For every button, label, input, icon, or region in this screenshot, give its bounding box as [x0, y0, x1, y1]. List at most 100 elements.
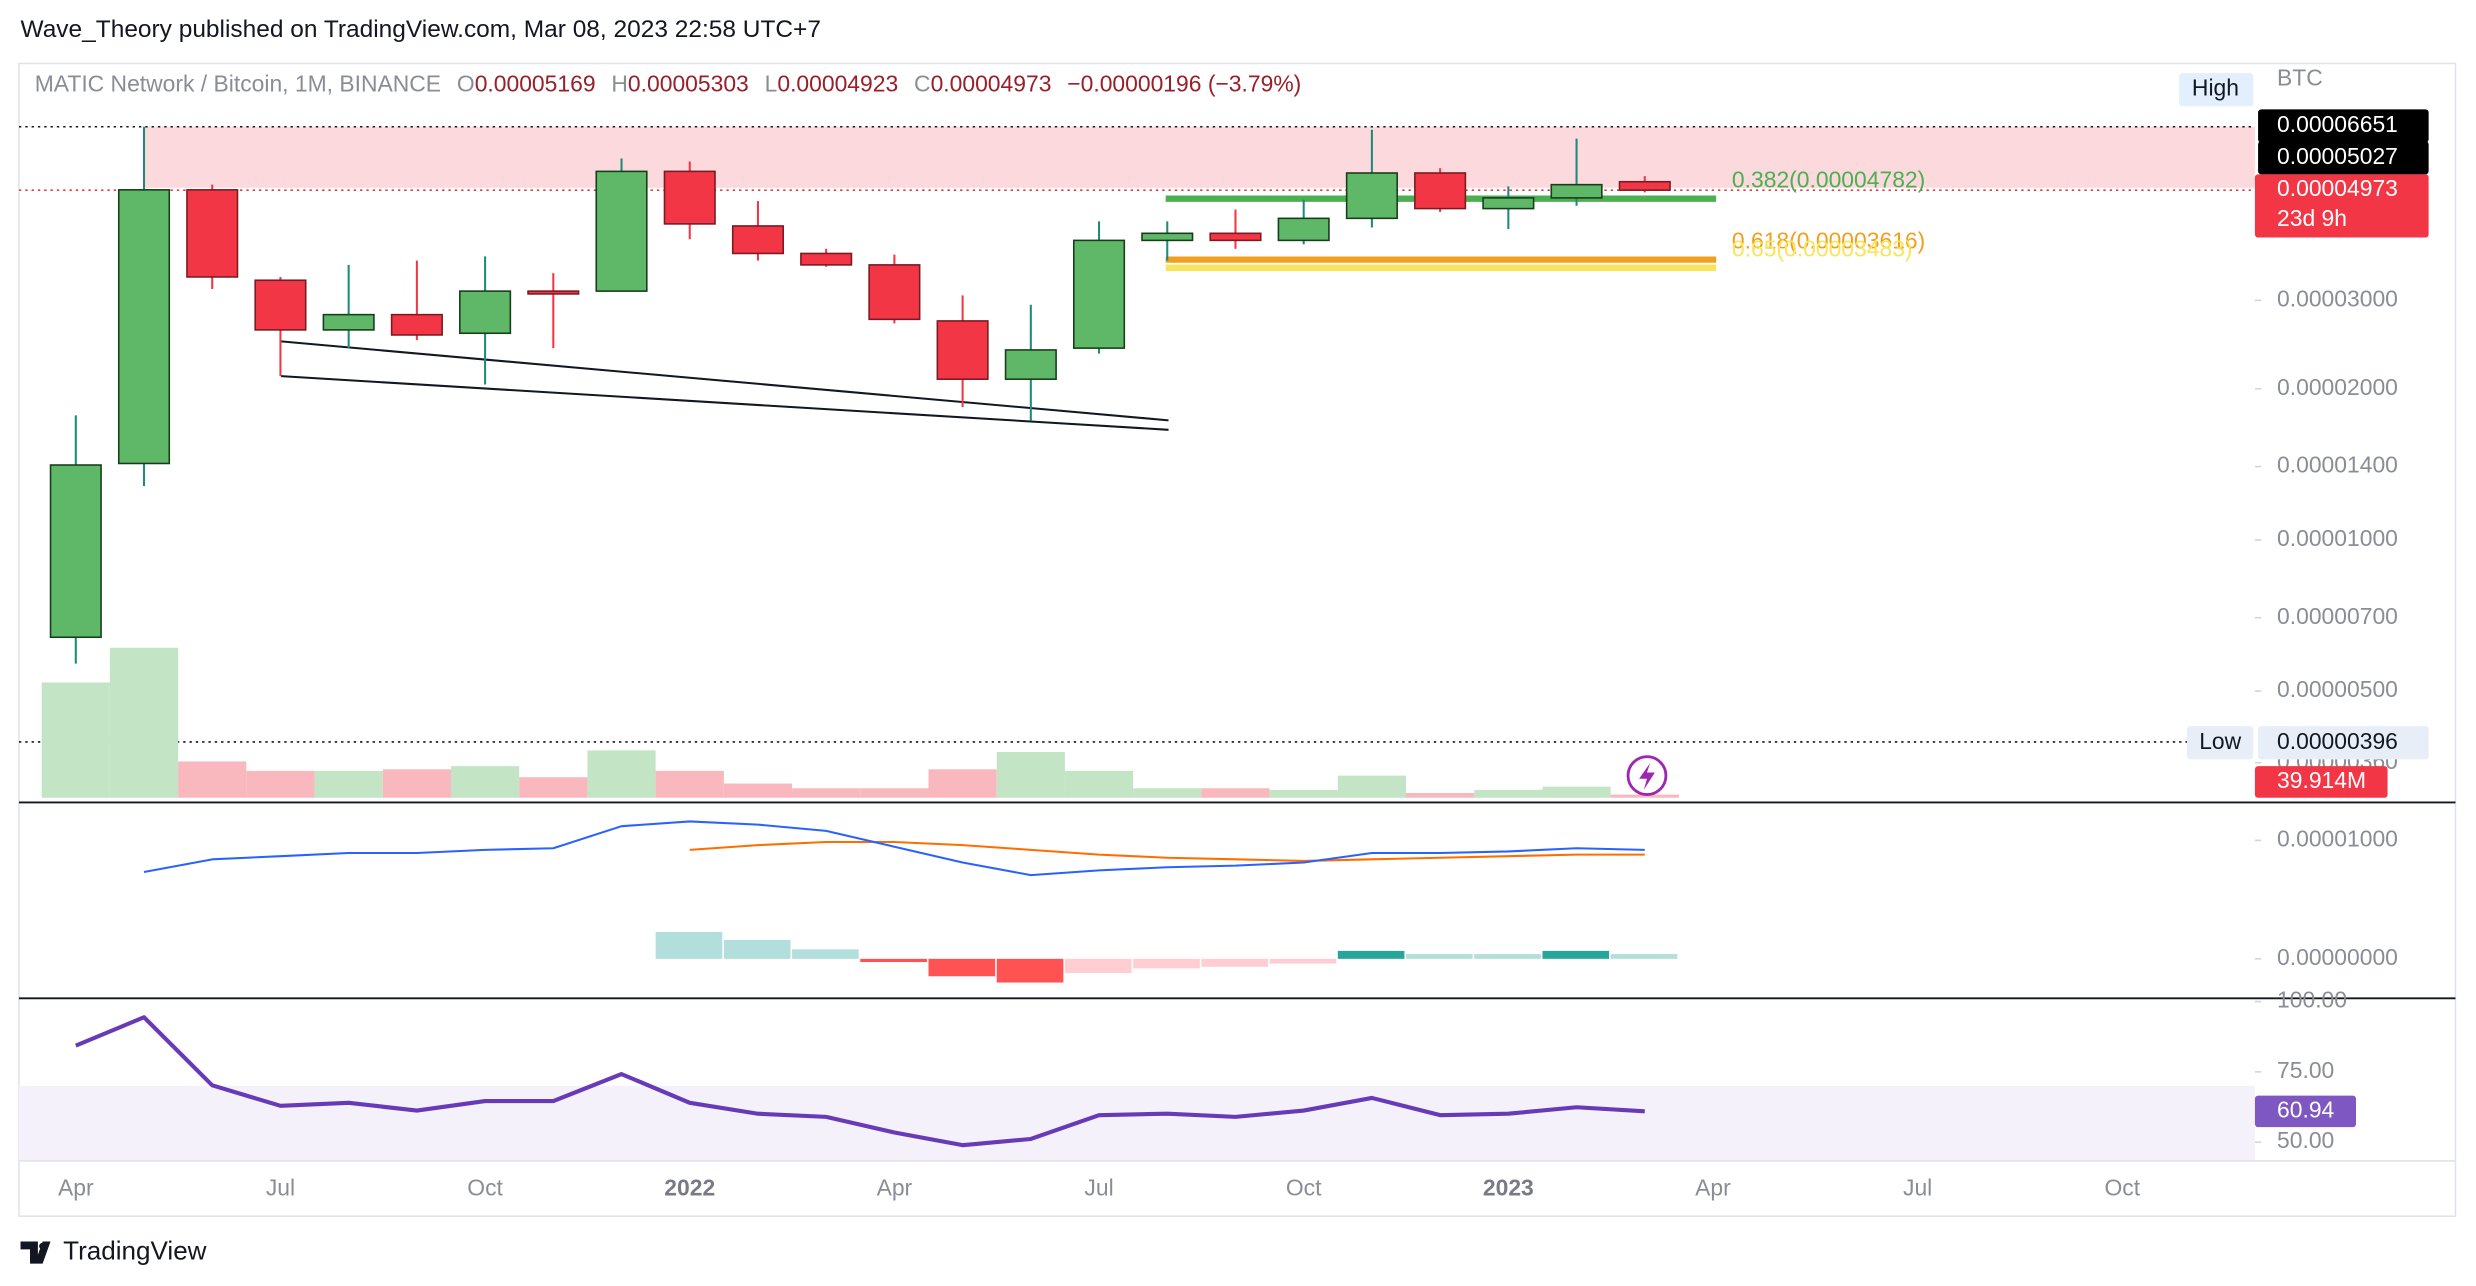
candle-body — [49, 464, 102, 639]
alert-icon-bolt[interactable] — [1639, 763, 1655, 790]
candle-body — [1482, 197, 1535, 210]
macd-histogram-bar — [1337, 950, 1405, 959]
legend-c-label: C — [914, 71, 931, 97]
volume-bar — [1133, 788, 1202, 798]
volume-bar — [723, 783, 793, 798]
candle-body — [663, 170, 716, 225]
panes: 0.382(0.00004782) 0.618(0.00003616)0.65(0… — [18, 125, 2255, 1161]
low-price-box — [2258, 726, 2429, 760]
high-price: 0.00006651 — [2277, 111, 2398, 137]
x-tick-label: Jul — [266, 1174, 295, 1200]
background-layer — [18, 125, 2255, 1161]
macd-histogram-bar — [723, 939, 791, 959]
macd-histogram-bar — [860, 958, 927, 963]
legend-l-label: L — [765, 71, 778, 97]
volume-bar — [1269, 789, 1338, 798]
byline: Wave_Theory published on TradingView.com… — [21, 16, 821, 43]
x-tick-label: Oct — [1286, 1174, 1322, 1200]
zone-price: 0.00005027 — [2277, 143, 2398, 169]
x-tick-label: 2022 — [664, 1174, 715, 1200]
volume-bar — [860, 788, 929, 798]
volume-bar — [1542, 786, 1611, 798]
macd-histogram-bar — [1269, 958, 1337, 964]
x-tick-label: Apr — [1695, 1174, 1731, 1200]
macd-histogram-bar — [655, 931, 723, 959]
zone-price-box — [2258, 141, 2429, 175]
legend-open: 0.00005169 — [475, 71, 596, 97]
brand-logo-dot[interactable] — [39, 1242, 47, 1250]
y-tick-label: 75.00 — [2277, 1057, 2334, 1083]
brand[interactable]: TradingView — [20, 1235, 207, 1265]
macd-line — [143, 820, 1645, 877]
volume-bar — [655, 770, 724, 798]
low-price: 0.00000396 — [2277, 728, 2398, 754]
legend-h-label: H — [611, 71, 628, 97]
macd-histogram-bar — [928, 958, 996, 977]
volume-bar — [109, 647, 179, 798]
legend: MATIC Network / Bitcoin, 1M, BINANCE O0.… — [35, 71, 1302, 97]
candle-body — [1072, 239, 1126, 349]
volume-bar — [450, 766, 520, 798]
candle-body — [1345, 172, 1398, 220]
volume-bar — [587, 750, 656, 798]
trend-line — [280, 340, 1169, 422]
volume-bar — [1337, 775, 1407, 798]
fib-label: 0.65(0.00003483) — [1732, 235, 1913, 261]
drawings — [280, 340, 1169, 431]
y-tick-label: 0.00000000 — [2277, 944, 2398, 970]
alert-icon[interactable] — [1626, 755, 1668, 797]
y-tick-label: 0.00002000 — [2277, 374, 2398, 400]
volume-bar — [1201, 788, 1270, 798]
low-tag-box — [2187, 726, 2254, 760]
fib-label: 0.618(0.00003616) — [1732, 227, 1925, 253]
high-price-box — [2258, 109, 2429, 143]
candle-body — [731, 225, 785, 255]
chart-frame — [18, 62, 2457, 1217]
candle-body — [322, 313, 375, 331]
y-tick-label: 0.00003000 — [2277, 285, 2398, 311]
macd-histogram-bar — [996, 958, 1064, 983]
brand-name[interactable]: TradingView — [63, 1235, 207, 1265]
macd-histogram-bar — [1133, 958, 1200, 969]
candle-body — [936, 320, 989, 380]
volume-value: 39.914M — [2277, 767, 2366, 793]
macd-histogram-bar — [1542, 950, 1610, 959]
y-tick-label: 0.00000500 — [2277, 676, 2398, 702]
x-tick-label: Apr — [877, 1174, 913, 1200]
y-tick-label: 0.00001400 — [2277, 452, 2398, 478]
volume-bar — [996, 751, 1065, 798]
macd-histogram-bar — [1474, 954, 1541, 959]
candle-body — [1550, 183, 1603, 199]
candle-body — [1618, 180, 1671, 191]
legend-change: −0.00000196 (−3.79%) — [1067, 71, 1301, 97]
volume-layer — [41, 647, 1679, 798]
y-tick-label: 0.00001000 — [2277, 825, 2398, 851]
volume-bar — [1064, 770, 1134, 798]
volume-bar — [792, 788, 861, 798]
volume-bar — [928, 769, 997, 798]
legend-symbol: MATIC Network / Bitcoin, 1M, BINANCE — [35, 71, 441, 97]
candle-body — [1209, 232, 1262, 242]
candle-body — [117, 189, 171, 465]
x-tick-label: Jul — [1084, 1174, 1113, 1200]
legend-low: 0.00004923 — [777, 71, 898, 97]
candle-body — [459, 290, 512, 335]
candle-body — [1004, 349, 1057, 380]
last-price: 0.00004973 — [2277, 175, 2398, 201]
axis-layer: 0.00003000 0.00002000 0.00001400 0.00001000… — [18, 64, 2456, 1200]
volume-bar — [41, 682, 110, 798]
x-tick-label: 2023 — [1483, 1174, 1534, 1200]
volume-bar — [314, 770, 383, 798]
x-tick-label: Oct — [2104, 1174, 2140, 1200]
legend-high: 0.00005303 — [628, 71, 749, 97]
candle-body — [868, 264, 921, 321]
volume-bar — [1406, 793, 1475, 798]
rsi-line — [75, 1015, 1645, 1148]
volume-bar — [382, 769, 451, 798]
last-price-box — [2254, 174, 2429, 238]
resistance-zone — [144, 126, 2255, 188]
x-tick-label: Oct — [467, 1174, 503, 1200]
y-tick-label: 0.00001000 — [2277, 525, 2398, 551]
